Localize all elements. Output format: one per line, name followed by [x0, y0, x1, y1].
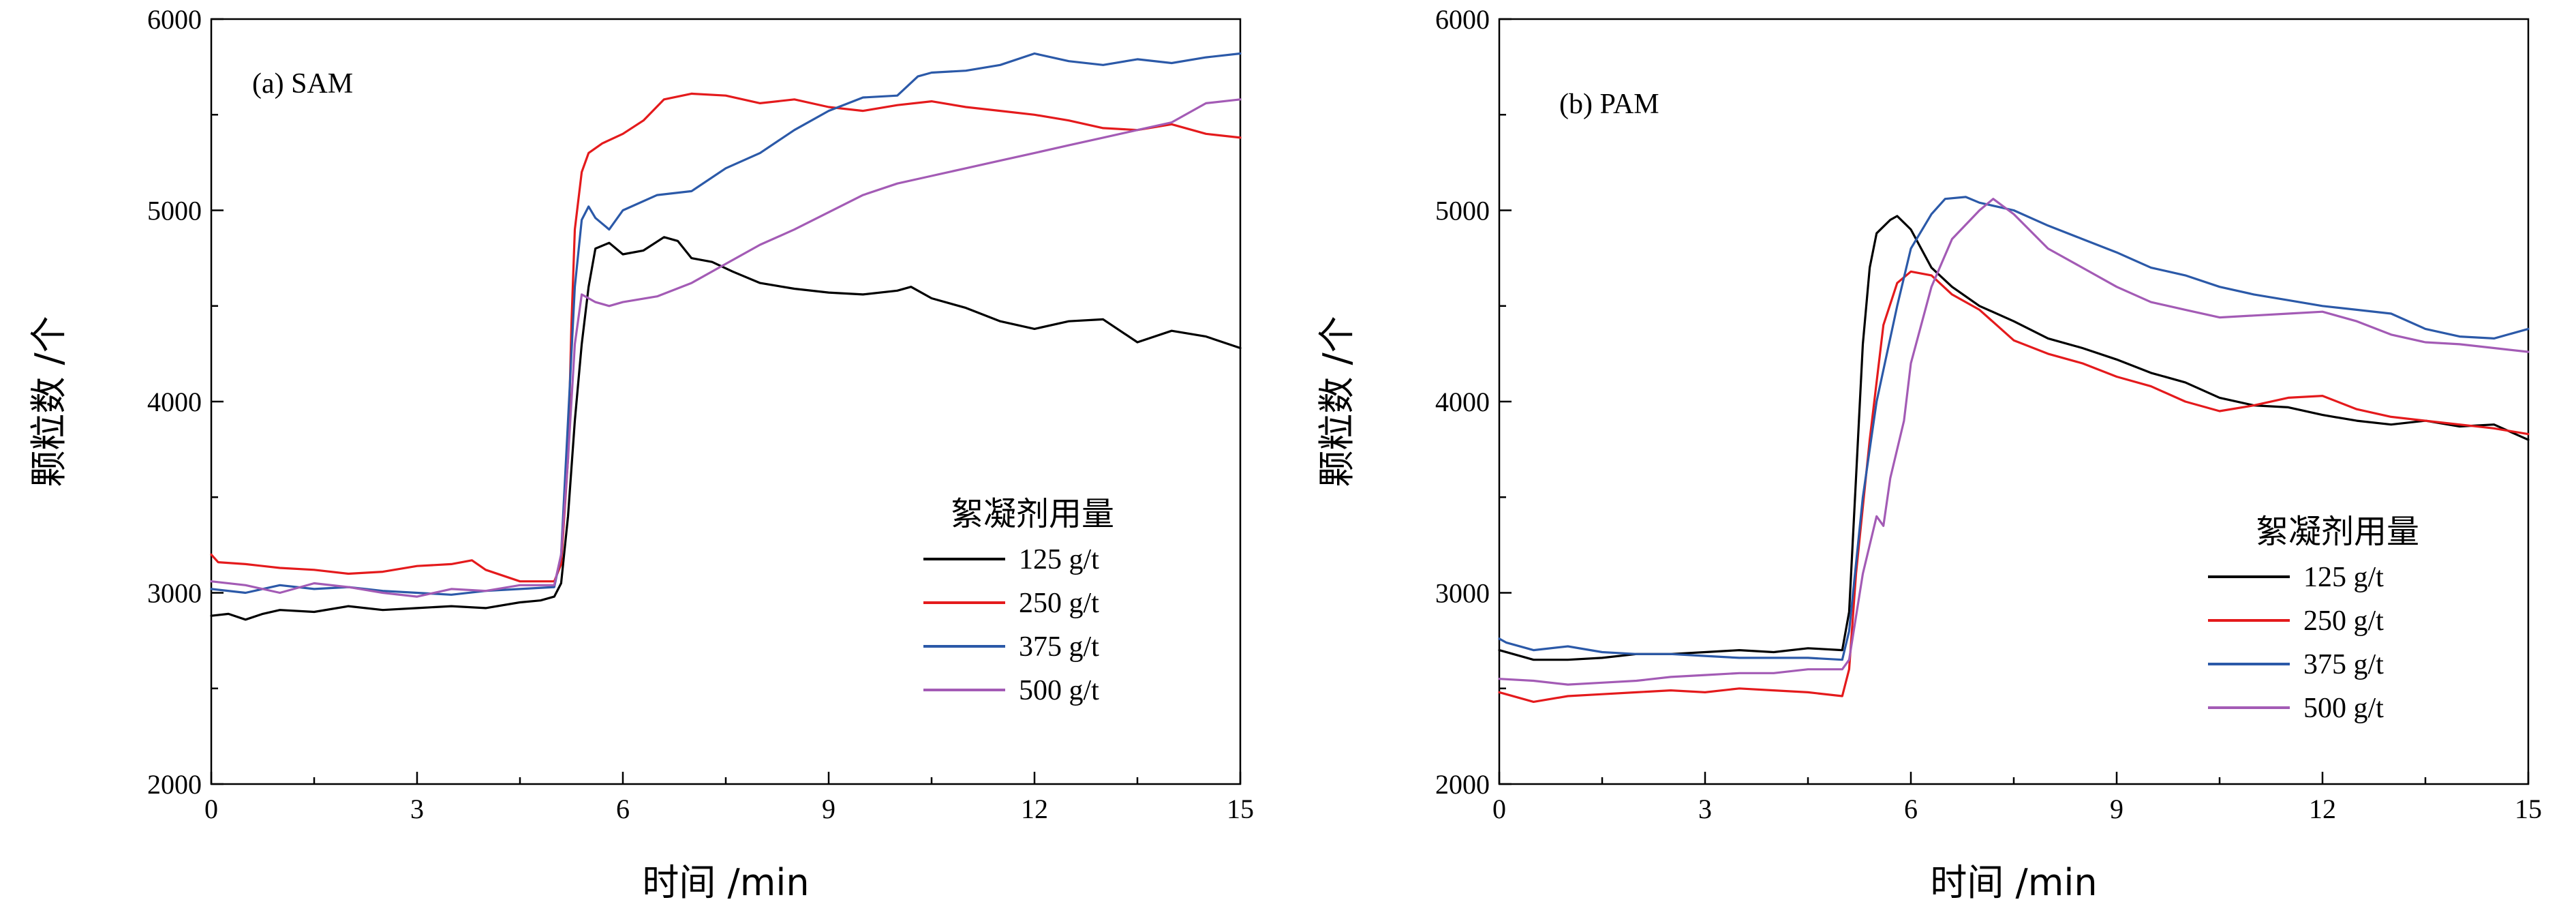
x-tick-label: 15: [2515, 794, 2542, 824]
y-axis-title: 颗粒数 /个: [27, 316, 70, 487]
y-axis-title: 颗粒数 /个: [1315, 316, 1358, 487]
legend-label: 125 g/t: [1019, 544, 1099, 575]
legend-label: 250 g/t: [1019, 588, 1099, 619]
x-tick-label: 6: [616, 794, 630, 824]
legend-label: 500 g/t: [1019, 675, 1099, 706]
legend-items: 125 g/t 250 g/t 375 g/t 500 g/t: [923, 544, 1099, 706]
x-tick-label: 12: [1021, 794, 1048, 824]
y-axis-ticks: 2000 3000 4000 5000 6000: [1435, 4, 1512, 800]
series-lines: [210, 52, 1242, 621]
y-tick-label: 2000: [147, 769, 202, 800]
series-line-500-g-t: [1498, 198, 2530, 686]
chart-panel-sam: 0 3 6 9 12 15 2000 3000 4000 5000 6000 (a) SAM 絮凝…: [27, 4, 1254, 902]
series-line-375-g-t: [1498, 196, 2530, 661]
series-line-250-g-t: [210, 92, 1242, 583]
series-line-125-g-t: [210, 236, 1242, 621]
x-tick-label: 9: [822, 794, 835, 824]
series-line-125-g-t: [1498, 215, 2530, 661]
x-tick-label: 9: [2110, 794, 2123, 824]
legend-label: 125 g/t: [2303, 562, 2384, 593]
series-line-375-g-t: [210, 52, 1242, 596]
y-tick-label: 4000: [147, 387, 202, 417]
legend-items: 125 g/t 250 g/t 375 g/t 500 g/t: [2208, 562, 2384, 724]
legend-title: 絮凝剂用量: [2256, 513, 2419, 551]
x-tick-label: 0: [204, 794, 218, 824]
panel-label: (b) PAM: [1559, 89, 1659, 120]
y-tick-label: 5000: [1435, 196, 1490, 226]
x-tick-label: 12: [2309, 794, 2336, 824]
x-tick-label: 15: [1227, 794, 1254, 824]
x-tick-label: 3: [1698, 794, 1712, 824]
legend-label: 375 g/t: [2303, 649, 2384, 680]
legend-title: 絮凝剂用量: [951, 495, 1114, 533]
series-lines: [1498, 196, 2530, 704]
x-axis-title: 时间 /min: [1930, 861, 2097, 902]
plot-frame: [210, 18, 1242, 785]
y-tick-label: 6000: [147, 4, 202, 35]
y-tick-label: 5000: [147, 196, 202, 226]
legend: 絮凝剂用量 125 g/t 250 g/t 375 g/t 500 g/t: [2208, 513, 2419, 724]
x-tick-label: 0: [1492, 794, 1506, 824]
y-tick-label: 4000: [1435, 387, 1490, 417]
y-axis-ticks: 2000 3000 4000 5000 6000: [147, 4, 224, 800]
legend-label: 375 g/t: [1019, 631, 1099, 663]
legend-label: 500 g/t: [2303, 693, 2384, 724]
chart-panel-pam: 0 3 6 9 12 15 2000 3000 4000 5000 6000 (b) PAM 絮凝…: [1315, 4, 2542, 902]
series-line-500-g-t: [210, 98, 1242, 598]
y-tick-label: 6000: [1435, 4, 1490, 35]
y-tick-label: 3000: [1435, 578, 1490, 609]
x-axis-ticks: 0 3 6 9 12 15: [204, 772, 1254, 824]
y-tick-label: 2000: [1435, 769, 1490, 800]
x-tick-label: 3: [410, 794, 424, 824]
x-axis-title: 时间 /min: [642, 861, 809, 902]
series-line-250-g-t: [1498, 270, 2530, 704]
x-axis-ticks: 0 3 6 9 12 15: [1492, 772, 2542, 824]
legend-label: 250 g/t: [2303, 605, 2384, 637]
panel-label: (a) SAM: [252, 68, 353, 100]
y-tick-label: 3000: [147, 578, 202, 609]
x-tick-label: 6: [1904, 794, 1918, 824]
legend: 絮凝剂用量 125 g/t 250 g/t 375 g/t 500 g/t: [923, 495, 1114, 706]
